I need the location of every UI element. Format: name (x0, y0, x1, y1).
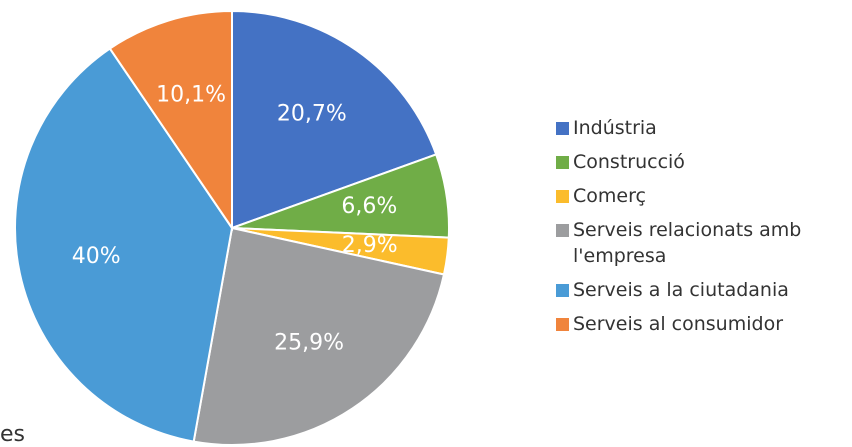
legend-swatch (556, 224, 569, 237)
legend-swatch (556, 284, 569, 297)
data-label: 10,1% (156, 82, 226, 107)
data-label: 40% (72, 244, 121, 269)
legend-label: Serveis relacionats amb l'empresa (573, 219, 802, 267)
legend-swatch (556, 122, 569, 135)
legend-item: Comerç (556, 183, 846, 209)
legend-swatch (556, 318, 569, 331)
legend-label: Serveis al consumidor (573, 313, 784, 335)
pie-slice (108, 9, 233, 232)
data-label: 25,9% (274, 331, 344, 356)
legend-label: Construcció (573, 151, 685, 173)
legend-item: Serveis a la ciutadania (556, 277, 846, 303)
legend-label: Indústria (573, 117, 657, 139)
legend-item: Construcció (556, 149, 846, 175)
legend-swatch (556, 156, 569, 169)
legend-label: Serveis a la ciutadania (573, 279, 789, 301)
legend-swatch (556, 190, 569, 203)
data-label: 20,7% (277, 101, 347, 126)
legend-item: Serveis al consumidor (556, 311, 846, 337)
legend-item: Indústria (556, 115, 846, 141)
legend-label: Comerç (573, 185, 646, 207)
pie-slice (192, 226, 446, 446)
pie-slice (231, 9, 438, 230)
data-label: 6,6% (341, 194, 397, 219)
legend-item: Serveis relacionats amb l'empresa (556, 217, 846, 269)
legend: Indústria Construcció Comerç Serveis relaci… (556, 115, 846, 345)
pie-slice (14, 47, 234, 443)
caption: es (0, 422, 25, 447)
